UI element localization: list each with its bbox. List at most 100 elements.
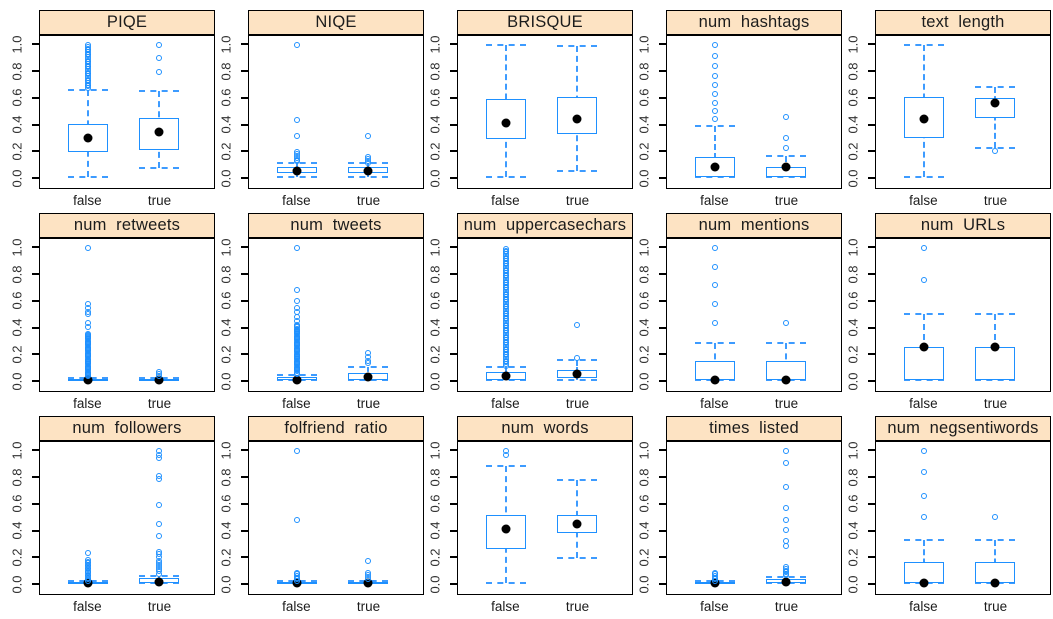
y-tick [450, 353, 457, 356]
y-tick-label: 0.6 [427, 88, 443, 107]
y-tick [450, 70, 457, 73]
y-tick [450, 123, 457, 126]
y-tick [241, 476, 248, 479]
category-label-true: true [356, 599, 381, 614]
outlier-point [84, 245, 91, 252]
panel-num-tweets: num tweets 0.0 0.2 0.4 0.6 0.8 1.0 false true [215, 213, 424, 416]
outlier-point [365, 153, 372, 160]
y-tick-label: 0.2 [9, 142, 25, 161]
y-tick-label: 0.4 [9, 318, 25, 337]
mean-dot-false [919, 114, 929, 124]
y-tick-label: 0.8 [636, 468, 652, 487]
y-tick-label: 0.6 [218, 494, 234, 513]
y-tick-label: 0.8 [218, 62, 234, 81]
whisker-cap-upper-false [903, 44, 944, 47]
y-tick [868, 96, 875, 99]
x-axis-labels: false true [875, 392, 1051, 416]
category-label-true: true [774, 396, 799, 411]
mean-dot-true [572, 519, 582, 529]
outlier-point [711, 107, 718, 114]
outlier-point [783, 320, 790, 327]
outlier-point [711, 62, 718, 69]
y-tick [32, 123, 39, 126]
outlier-point [783, 483, 790, 490]
y-axis: 0.0 0.2 0.4 0.6 0.8 1.0 [842, 35, 875, 189]
y-axis: 0.0 0.2 0.4 0.6 0.8 1.0 [424, 441, 457, 595]
outlier-point [156, 55, 163, 62]
outlier-point [293, 245, 300, 252]
y-tick [450, 583, 457, 586]
y-tick-label: 0.8 [9, 265, 25, 284]
y-tick-label: 1.0 [218, 441, 234, 460]
y-tick-label: 1.0 [636, 35, 652, 54]
category-label-true: true [983, 193, 1008, 208]
y-axis: 0.0 0.2 0.4 0.6 0.8 1.0 [633, 441, 666, 595]
strip-title: num negsentiwords [875, 416, 1051, 441]
y-tick [868, 177, 875, 180]
y-axis: 0.0 0.2 0.4 0.6 0.8 1.0 [633, 238, 666, 392]
outlier-point [711, 52, 718, 59]
y-tick [659, 299, 666, 302]
outlier-point [783, 134, 790, 141]
outlier-point [293, 298, 300, 305]
y-tick [868, 246, 875, 249]
y-tick [868, 326, 875, 329]
y-tick [32, 70, 39, 73]
strip-title: num mentions [666, 213, 842, 238]
y-tick-label: 0.4 [9, 115, 25, 134]
y-tick-label: 0.0 [9, 575, 25, 594]
y-tick [868, 529, 875, 532]
plot-area [248, 35, 424, 189]
mean-dot-true [572, 369, 582, 379]
outlier-point [711, 569, 718, 576]
category-label-true: true [565, 193, 590, 208]
y-tick [659, 476, 666, 479]
y-tick [241, 380, 248, 383]
outlier-point [365, 557, 372, 564]
category-label-false: false [909, 599, 938, 614]
category-label-false: false [282, 396, 311, 411]
outlier-point [711, 245, 718, 252]
x-axis-labels: false true [875, 595, 1051, 619]
panel-num-negsentiwords: num negsentiwords 0.0 0.2 0.4 0.6 0.8 1.0 false… [842, 416, 1051, 619]
mean-dot-true [990, 342, 1000, 352]
whisker-cap-lower-false [903, 176, 944, 179]
plot-area [875, 35, 1051, 189]
whisker-cap-upper-false [694, 341, 735, 344]
strip-title: num uppercasechars [457, 213, 633, 238]
y-tick-label: 1.0 [427, 238, 443, 257]
y-axis: 0.0 0.2 0.4 0.6 0.8 1.0 [633, 35, 666, 189]
y-tick-label: 1.0 [845, 238, 861, 257]
y-tick [659, 583, 666, 586]
whisker-cap-upper-false [485, 464, 526, 467]
whisker-cap-upper-false [903, 538, 944, 541]
y-tick-label: 1.0 [636, 441, 652, 460]
mean-dot-false [292, 375, 302, 385]
mean-dot-true [572, 114, 582, 124]
y-tick [659, 96, 666, 99]
category-label-true: true [147, 193, 172, 208]
mean-dot-true [781, 162, 791, 172]
y-tick-label: 0.4 [9, 521, 25, 540]
y-tick-label: 0.4 [845, 115, 861, 134]
category-label-false: false [73, 193, 102, 208]
outlier-point [783, 460, 790, 467]
outlier-point [711, 91, 718, 98]
outlier-point [783, 527, 790, 534]
y-tick-label: 0.0 [9, 169, 25, 188]
mean-dot-false [919, 578, 929, 588]
y-tick [32, 326, 39, 329]
whisker-cap-upper-true [766, 154, 807, 157]
category-label-false: false [73, 396, 102, 411]
outlier-point [711, 282, 718, 289]
mean-dot-false [710, 375, 720, 385]
y-axis: 0.0 0.2 0.4 0.6 0.8 1.0 [6, 238, 39, 392]
y-axis: 0.0 0.2 0.4 0.6 0.8 1.0 [424, 35, 457, 189]
plot-area [248, 238, 424, 392]
strip-title: BRISQUE [457, 10, 633, 35]
outlier-point [156, 42, 163, 49]
mean-dot-true [154, 577, 164, 587]
y-tick [32, 476, 39, 479]
whisker-cap-lower-false [276, 176, 317, 179]
y-tick [241, 123, 248, 126]
